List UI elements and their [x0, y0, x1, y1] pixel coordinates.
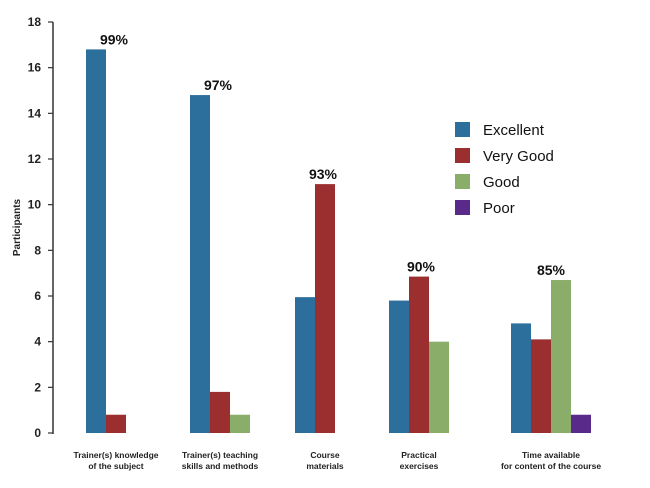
- legend-swatch: [455, 148, 470, 163]
- x-tick-label: for content of the course: [501, 461, 601, 471]
- bar-very-good: [210, 391, 230, 433]
- y-tick-label: 0: [34, 426, 41, 440]
- bar-excellent: [86, 49, 106, 434]
- bar-very-good: [409, 276, 429, 433]
- y-tick-label: 4: [34, 335, 41, 349]
- y-tick-label: 12: [28, 152, 42, 166]
- bar-excellent: [389, 300, 409, 433]
- legend-entry: Excellent: [483, 122, 545, 139]
- x-tick-label: Trainer(s) knowledge: [73, 450, 158, 460]
- y-tick-label: 16: [28, 61, 42, 75]
- bar-good: [551, 280, 571, 433]
- legend-entry: Very Good: [483, 148, 554, 165]
- bar-poor: [571, 414, 591, 433]
- percent-annotation: 85%: [537, 262, 566, 278]
- bar-good: [230, 414, 250, 433]
- y-tick-label: 18: [28, 15, 42, 29]
- bar-very-good: [315, 184, 335, 433]
- bar-excellent: [190, 95, 210, 434]
- legend-swatch: [455, 122, 470, 137]
- bar-excellent: [295, 297, 315, 433]
- x-tick-label: of the subject: [88, 461, 143, 471]
- percent-annotation: 97%: [204, 77, 233, 93]
- y-tick-label: 8: [34, 243, 41, 257]
- x-tick-label: Practical: [401, 450, 436, 460]
- y-tick-label: 10: [28, 198, 42, 212]
- x-tick-label: exercises: [400, 461, 439, 471]
- legend-entry: Good: [483, 174, 520, 191]
- legend: Excellent Very Good Good Poor: [455, 122, 554, 217]
- bar-excellent: [511, 323, 531, 433]
- x-tick-label: skills and methods: [182, 461, 259, 471]
- x-tick-label: materials: [306, 461, 344, 471]
- bar-very-good: [531, 339, 551, 433]
- x-tick-label: Course: [310, 450, 340, 460]
- y-tick-label: 14: [28, 106, 42, 120]
- legend-swatch: [455, 174, 470, 189]
- x-tick-label: Time available: [522, 450, 580, 460]
- y-tick-label: 2: [34, 380, 41, 394]
- legend-entry: Poor: [483, 200, 515, 217]
- bar-good: [429, 341, 449, 433]
- bars: [86, 49, 591, 434]
- bar-very-good: [106, 414, 126, 433]
- y-tick-label: 6: [34, 289, 41, 303]
- legend-swatch: [455, 200, 470, 215]
- percent-annotation: 93%: [309, 166, 338, 182]
- y-axis-label: Participants: [12, 198, 23, 256]
- x-tick-label: Trainer(s) teaching: [182, 450, 258, 460]
- axes: 0 2 4 6 8 10 12 14 16 18 Participants: [12, 15, 54, 440]
- percent-annotation: 99%: [100, 31, 129, 47]
- percent-annotation: 90%: [407, 259, 436, 275]
